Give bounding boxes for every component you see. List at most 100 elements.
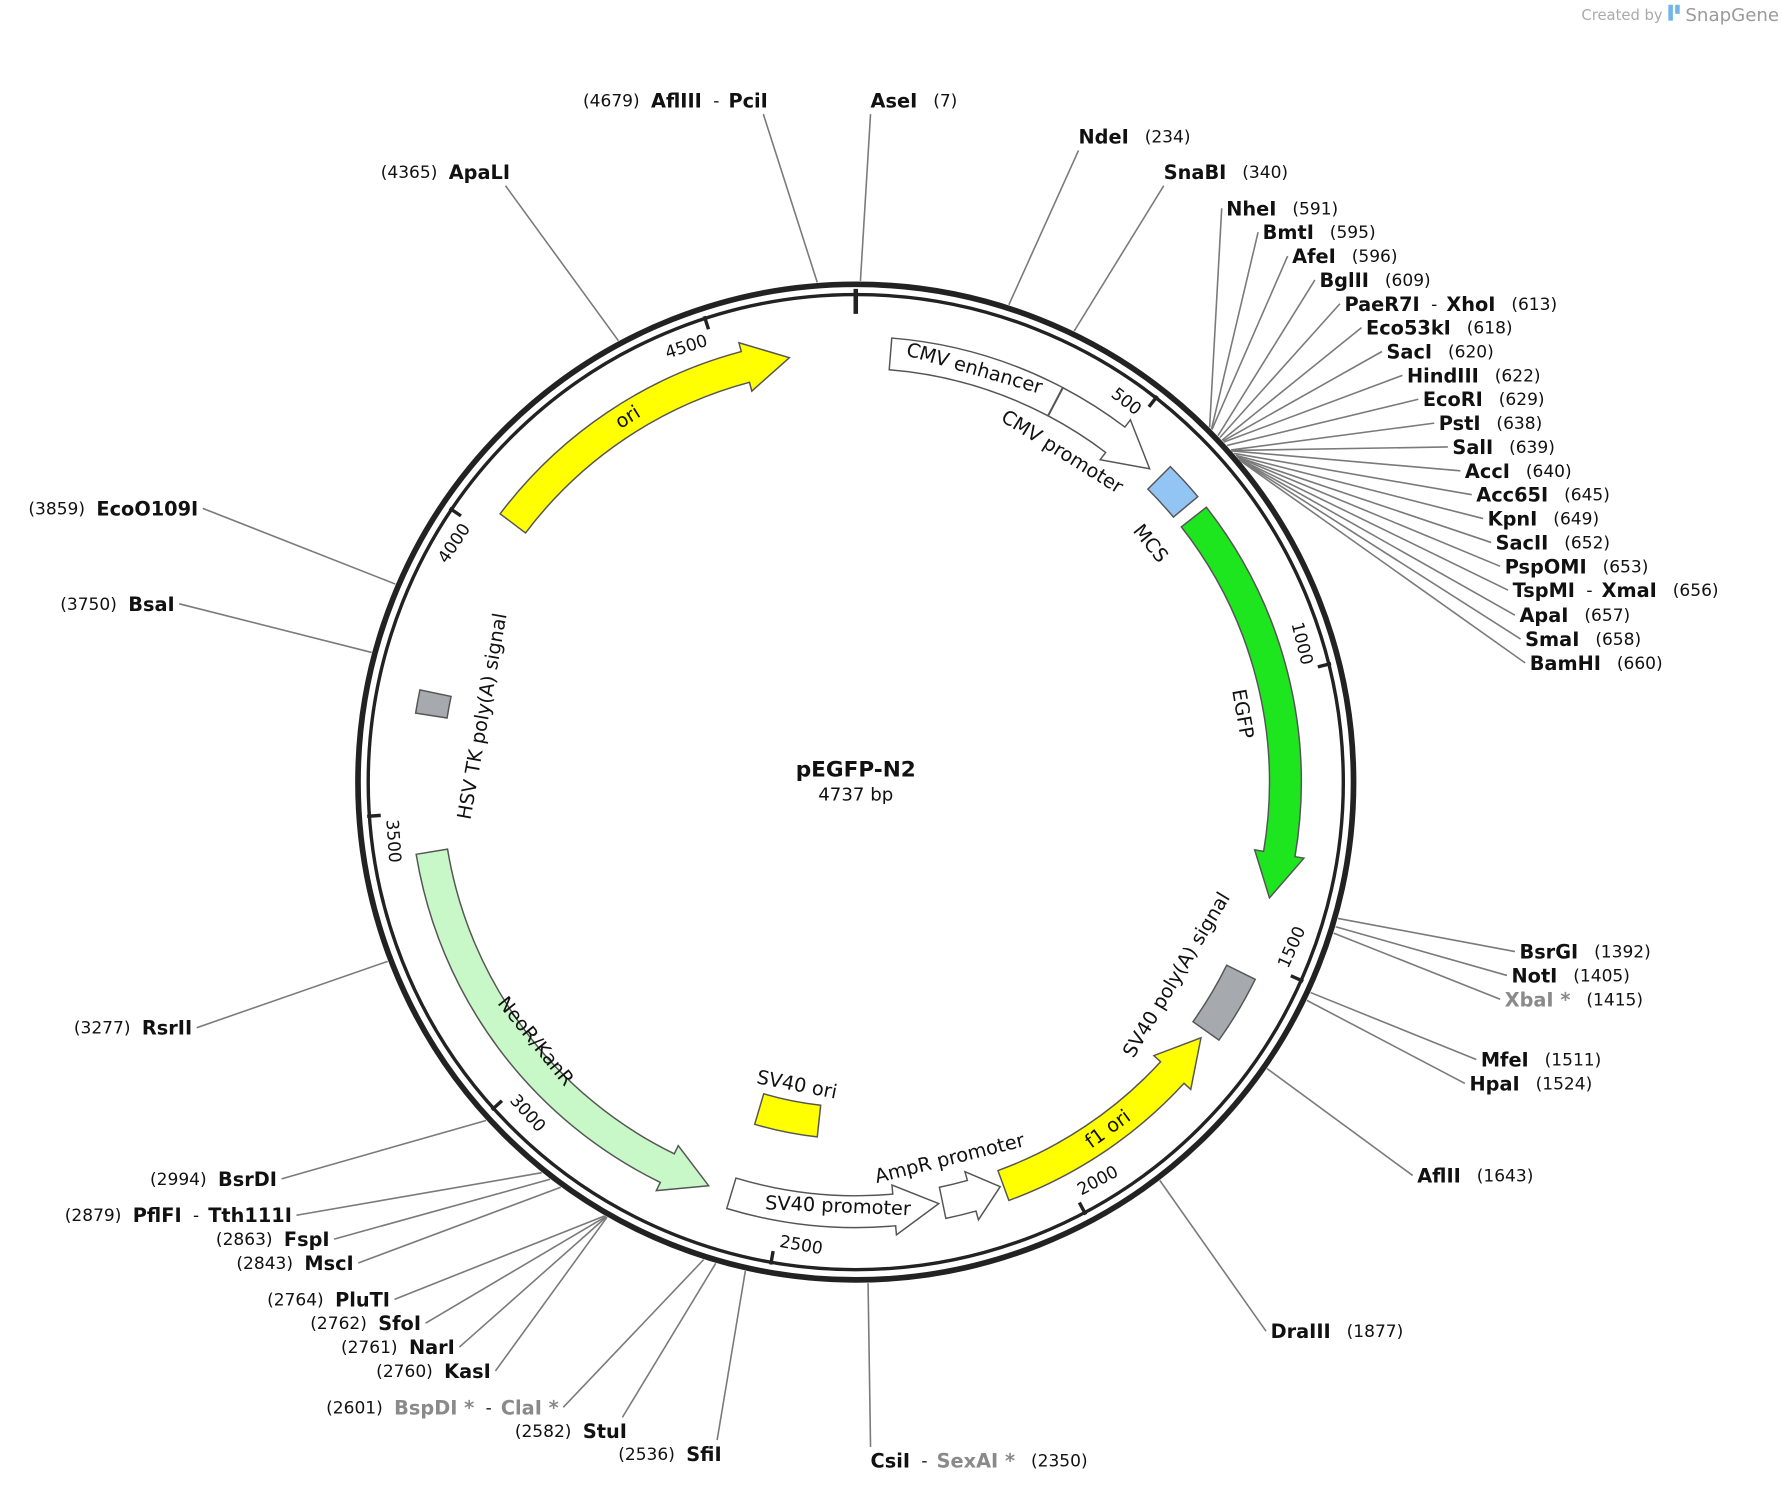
site-position: (595) — [1330, 223, 1376, 243]
enzyme-name: EcoO109I — [96, 497, 198, 520]
enzyme-name: SnaBI — [1164, 160, 1227, 183]
site-line — [202, 507, 396, 585]
site-line — [1210, 231, 1259, 430]
site-position: (591) — [1292, 199, 1338, 219]
site-label: BsrGI (1392) — [1519, 940, 1650, 963]
enzyme-name: PflFI — [133, 1204, 182, 1227]
site-position: (649) — [1553, 510, 1599, 530]
site-label: (2879) PflFI - Tth111I — [65, 1204, 292, 1227]
enzyme-name: KasI — [444, 1359, 491, 1382]
site-line — [1231, 446, 1448, 452]
site-label: (2843) MscI — [236, 1251, 353, 1274]
site-line — [358, 1186, 562, 1264]
site-line — [1240, 460, 1526, 664]
site-label: AfeI (596) — [1292, 245, 1397, 268]
tick-mark — [769, 1250, 775, 1265]
tick-mark — [702, 315, 711, 330]
site-line — [1333, 932, 1501, 1001]
site-label: Eco53kI (618) — [1366, 316, 1513, 339]
site-line — [1238, 458, 1516, 616]
site-label: (2764) PluTI — [267, 1288, 390, 1311]
site-line — [1230, 422, 1435, 451]
site-position: (2601) — [326, 1398, 383, 1418]
site-position: (2582) — [515, 1422, 572, 1442]
site-label: BmtI (595) — [1263, 221, 1376, 244]
enzyme-name: NheI — [1226, 197, 1276, 220]
site-line — [333, 1178, 551, 1240]
site-line — [1159, 1180, 1267, 1332]
site-line — [1236, 456, 1492, 544]
site-position: (638) — [1496, 414, 1542, 434]
enzyme-name: SacI — [1387, 340, 1433, 363]
site-label: AccI (640) — [1465, 459, 1572, 482]
site-line — [1266, 1067, 1414, 1177]
site-label: (2760) KasI — [376, 1359, 491, 1382]
site-line — [1073, 185, 1165, 332]
site-line — [196, 960, 388, 1029]
site-position: (1511) — [1545, 1051, 1602, 1071]
site-position: (7) — [933, 91, 957, 111]
site-label: (3750) BsaI — [60, 592, 174, 615]
tick-mark — [490, 1099, 504, 1112]
enzyme-name: ApaI — [1519, 604, 1568, 627]
plasmid-length: 4737 bp — [818, 785, 893, 806]
tick-label: 3500 — [381, 819, 404, 864]
site-position: (2350) — [1031, 1452, 1088, 1472]
feature — [1180, 506, 1306, 900]
site-position: (652) — [1564, 533, 1610, 553]
separator: - — [921, 1452, 927, 1472]
site-position: (340) — [1242, 163, 1288, 183]
watermark-brand: SnapGene — [1685, 5, 1779, 26]
site-line — [762, 113, 819, 283]
enzyme-name: BglII — [1319, 268, 1369, 291]
site-line — [1008, 150, 1080, 306]
site-label: SacI (620) — [1387, 340, 1494, 363]
site-label: NheI (591) — [1226, 197, 1338, 220]
feature-label: EGFP — [1227, 687, 1258, 740]
enzyme-name: KpnI — [1488, 507, 1538, 530]
enzyme-name: MfeI — [1481, 1048, 1529, 1071]
site-label: PspOMI (653) — [1505, 555, 1649, 578]
site-line — [1238, 458, 1509, 591]
site-position: (234) — [1145, 128, 1191, 148]
site-line — [1211, 255, 1289, 430]
site-label: (2762) SfoI — [310, 1312, 421, 1335]
site-position: (4679) — [583, 91, 640, 111]
enzyme-name: SalI — [1452, 435, 1493, 458]
enzyme-name: XbaI * — [1505, 988, 1571, 1011]
enzyme-name: DraIII — [1271, 1320, 1331, 1343]
site-line — [1223, 374, 1403, 443]
tick-mark — [1317, 661, 1332, 669]
site-label: KpnI (649) — [1488, 507, 1599, 530]
site-label: HpaI (1524) — [1469, 1072, 1592, 1095]
enzyme-name: HpaI — [1469, 1072, 1519, 1095]
site-line — [1231, 450, 1461, 472]
feature — [753, 1092, 822, 1138]
site-position: (2536) — [618, 1445, 675, 1465]
site-position: (660) — [1617, 654, 1663, 674]
site-line — [1226, 398, 1419, 447]
enzyme-name: AflIII — [651, 89, 702, 112]
site-line — [1221, 327, 1363, 441]
enzyme-name: MscI — [304, 1251, 353, 1274]
feature-label: MCS — [1128, 520, 1173, 567]
site-label: EcoRI (629) — [1423, 388, 1545, 411]
site-label: (2536) SfiI — [618, 1442, 721, 1465]
separator: - — [713, 91, 719, 111]
tick-label: 2500 — [778, 1232, 824, 1259]
feature — [1191, 964, 1257, 1042]
site-position: (2843) — [236, 1254, 293, 1274]
site-position: (609) — [1385, 271, 1431, 291]
enzyme-name: BsrGI — [1519, 940, 1578, 963]
site-position: (656) — [1673, 581, 1719, 601]
site-label: BamHI (660) — [1530, 651, 1663, 674]
site-line — [1233, 452, 1472, 496]
tick-label: 1500 — [1274, 923, 1310, 971]
enzyme-name: PciI — [728, 89, 767, 112]
enzyme-name: AccI — [1465, 459, 1510, 482]
site-position: (645) — [1564, 486, 1610, 506]
site-line — [1335, 925, 1508, 977]
site-position: (2761) — [341, 1338, 398, 1358]
enzyme-name: Tth111I — [208, 1204, 292, 1227]
site-line — [1310, 991, 1477, 1061]
